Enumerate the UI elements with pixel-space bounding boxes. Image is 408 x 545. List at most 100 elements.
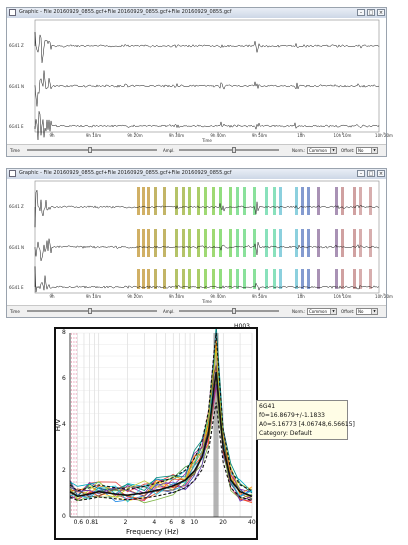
time-window-band <box>137 187 140 215</box>
offset-select-value: No <box>358 148 364 153</box>
waveform-trace <box>34 70 380 107</box>
minimize-button[interactable]: – <box>357 170 365 177</box>
time-tick-label: 9h <box>49 133 55 138</box>
channel-label-z: 6G41 Z <box>9 43 24 48</box>
time-window-band <box>353 229 356 257</box>
tooltip-f0: f0=16.8679+/-1.1833 <box>259 412 325 419</box>
std-lower-curve <box>69 402 253 502</box>
norm-select[interactable]: Common ▼ <box>307 147 337 154</box>
time-tick-label: 10h 10m <box>333 294 352 299</box>
waveform-plot[interactable]: 6G41 Z 6G41 N 6G41 E 9h 9h 10m 9h 20m 9h 30… <box>7 179 393 306</box>
time-window-band <box>335 269 338 289</box>
window-title: Graphic - File 20160929_0855.gcf+File 20… <box>19 9 232 15</box>
time-window-band <box>188 269 191 289</box>
time-slider-thumb[interactable] <box>88 147 92 153</box>
time-window-band <box>212 269 215 289</box>
time-window-band <box>229 229 232 257</box>
time-slider[interactable] <box>27 147 157 153</box>
time-window-band <box>295 269 298 289</box>
maximize-button[interactable]: □ <box>367 9 375 16</box>
time-window-band <box>317 269 320 289</box>
time-window-band <box>182 269 185 289</box>
time-window-band <box>273 187 276 215</box>
time-window-band <box>359 269 362 289</box>
time-window-band <box>182 229 185 257</box>
time-window-band <box>369 229 372 257</box>
time-window-band <box>212 229 215 257</box>
time-window-band <box>359 229 362 257</box>
time-window-band <box>163 187 166 215</box>
maximize-button[interactable]: □ <box>367 170 375 177</box>
norm-select[interactable]: Common ▼ <box>307 308 337 315</box>
time-window-band <box>154 269 157 289</box>
tooltip-category: Category: Default <box>259 430 312 437</box>
x-axis-label: Frequency (Hz) <box>126 528 179 536</box>
seismogram-window-1: Graphic - File 20160929_0855.gcf+File 20… <box>6 7 393 157</box>
close-button[interactable]: × <box>377 170 385 177</box>
time-window-band <box>219 187 222 215</box>
waveform-plot[interactable]: 6G41 Z 6G41 N 6G41 E 9h 9h 10m 9h 20m 9h 30… <box>7 18 393 145</box>
time-window-band <box>279 229 282 257</box>
time-tick-label: 10h 10m <box>333 133 352 138</box>
ampl-slider[interactable] <box>179 308 279 314</box>
channel-label-n: 6G41 N <box>9 84 24 89</box>
minimize-button[interactable]: – <box>357 9 365 16</box>
time-window-band <box>295 229 298 257</box>
window-hv-curve <box>69 340 253 497</box>
time-tick-label: 9h 10m <box>85 133 102 138</box>
time-label: Time <box>10 148 20 153</box>
time-window-band <box>317 187 320 215</box>
time-tick-label: 10h 20m <box>375 294 393 299</box>
time-window-band <box>163 269 166 289</box>
time-window-band <box>175 269 178 289</box>
time-window-band <box>142 187 145 215</box>
time-axis-title: Time <box>202 138 212 143</box>
ampl-slider[interactable] <box>179 147 279 153</box>
chevron-down-icon[interactable]: ▼ <box>371 309 377 314</box>
time-window-band <box>137 269 140 289</box>
x-tick-label: 2 <box>123 519 128 526</box>
time-label: Time <box>10 309 20 314</box>
waveform-trace <box>34 266 380 293</box>
chevron-down-icon[interactable]: ▼ <box>371 148 377 153</box>
time-window-band <box>236 187 239 215</box>
time-window-band <box>204 229 207 257</box>
ampl-label: Ampl. <box>163 309 175 314</box>
offset-select[interactable]: No ▼ <box>356 147 378 154</box>
norm-select-value: Common <box>309 309 328 314</box>
time-window-band <box>273 269 276 289</box>
channel-label-e: 6G41 E <box>9 124 24 129</box>
hv-chart-canvas <box>69 324 253 518</box>
time-window-band <box>137 229 140 257</box>
time-window-band <box>265 269 268 289</box>
hv-spectral-ratio-chart[interactable]: 0.6 0.8 1 2 4 6 8 10 20 40 0 2 4 6 8 Frequency (Hz) H/V <box>54 324 258 540</box>
time-window-band <box>295 187 298 215</box>
x-tick-label: 4 <box>152 519 157 526</box>
time-window-band <box>154 229 157 257</box>
time-window-band <box>147 229 150 257</box>
offset-label: Offset: <box>341 309 355 314</box>
time-window-band <box>204 187 207 215</box>
channel-label-z: 6G41 Z <box>9 204 24 209</box>
mean-hv-curve <box>69 371 253 498</box>
chevron-down-icon[interactable]: ▼ <box>330 148 336 153</box>
time-slider[interactable] <box>27 308 157 314</box>
ampl-slider-thumb[interactable] <box>232 147 236 153</box>
window-title: Graphic - File 20160929_0855.gcf+File 20… <box>19 170 232 176</box>
time-window-band <box>353 187 356 215</box>
window-hv-curve <box>69 365 253 501</box>
plot-frame <box>34 180 380 294</box>
waveform-trace <box>34 189 380 228</box>
time-window-band <box>243 269 246 289</box>
y-tick-label: 6 <box>62 375 66 382</box>
time-window-band <box>307 229 310 257</box>
norm-label: Norm.: <box>292 309 306 314</box>
chevron-down-icon[interactable]: ▼ <box>330 309 336 314</box>
time-tick-label: 10h <box>297 133 305 138</box>
close-button[interactable]: × <box>377 9 385 16</box>
time-window-band <box>369 187 372 215</box>
time-slider-thumb[interactable] <box>88 308 92 314</box>
offset-select[interactable]: No ▼ <box>356 308 378 315</box>
x-tick-label: 6 <box>169 519 174 526</box>
ampl-slider-thumb[interactable] <box>232 308 236 314</box>
